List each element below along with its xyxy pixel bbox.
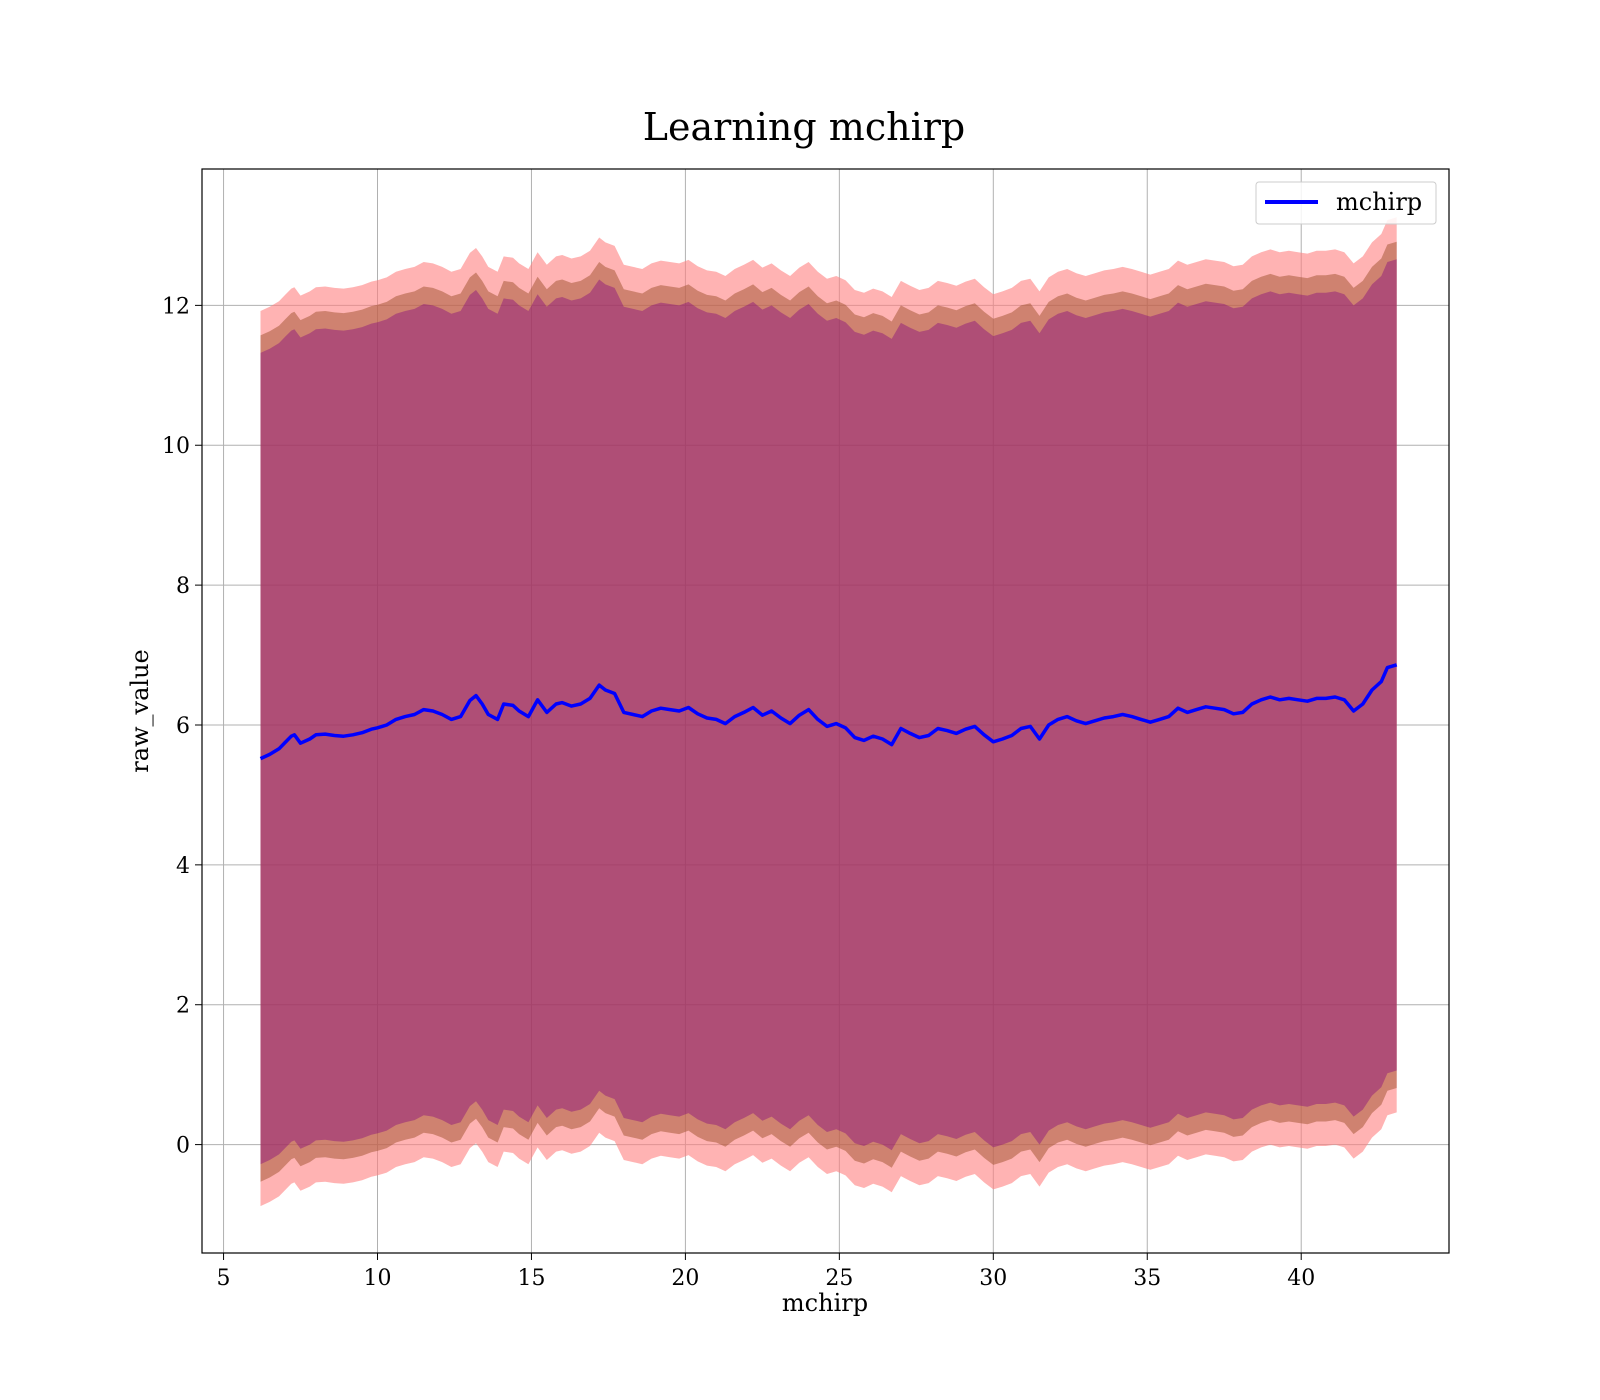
chart-title: Learning mchirp	[643, 105, 965, 149]
legend-label-mchirp: mchirp	[1336, 188, 1422, 216]
y-tick-label: 12	[162, 294, 190, 319]
y-axis-label: raw_value	[126, 649, 154, 773]
band-middle	[260, 241, 1397, 1182]
x-tick-label: 30	[979, 1266, 1007, 1291]
y-tick-label: 2	[176, 994, 190, 1019]
x-tick-label: 15	[517, 1266, 545, 1291]
confidence-bands	[260, 217, 1397, 1207]
series-line-mchirp	[259, 663, 1398, 761]
y-tick-label: 4	[176, 854, 190, 879]
y-tick-label: 0	[176, 1134, 190, 1159]
x-tick-label: 5	[217, 1266, 231, 1291]
x-axis-ticks: 5 10 15 20 25 30 35 40	[217, 1253, 1315, 1291]
legend-box	[1255, 181, 1437, 225]
y-tick-label: 10	[162, 434, 190, 459]
x-tick-label: 35	[1133, 1266, 1161, 1291]
plot-frame	[201, 168, 1450, 1254]
legend: mchirp	[1255, 181, 1437, 225]
x-axis-label: mchirp	[782, 1289, 868, 1317]
band-inner	[260, 259, 1397, 1165]
y-tick-label: 6	[176, 714, 190, 739]
x-tick-label: 10	[364, 1266, 392, 1291]
y-tick-label: 8	[176, 574, 190, 599]
x-tick-label: 25	[825, 1266, 853, 1291]
y-axis-ticks: 0 2 4 6 8 10 12	[162, 294, 202, 1159]
series-layer	[259, 663, 1398, 761]
x-tick-label: 20	[671, 1266, 699, 1291]
x-tick-label: 40	[1287, 1266, 1315, 1291]
